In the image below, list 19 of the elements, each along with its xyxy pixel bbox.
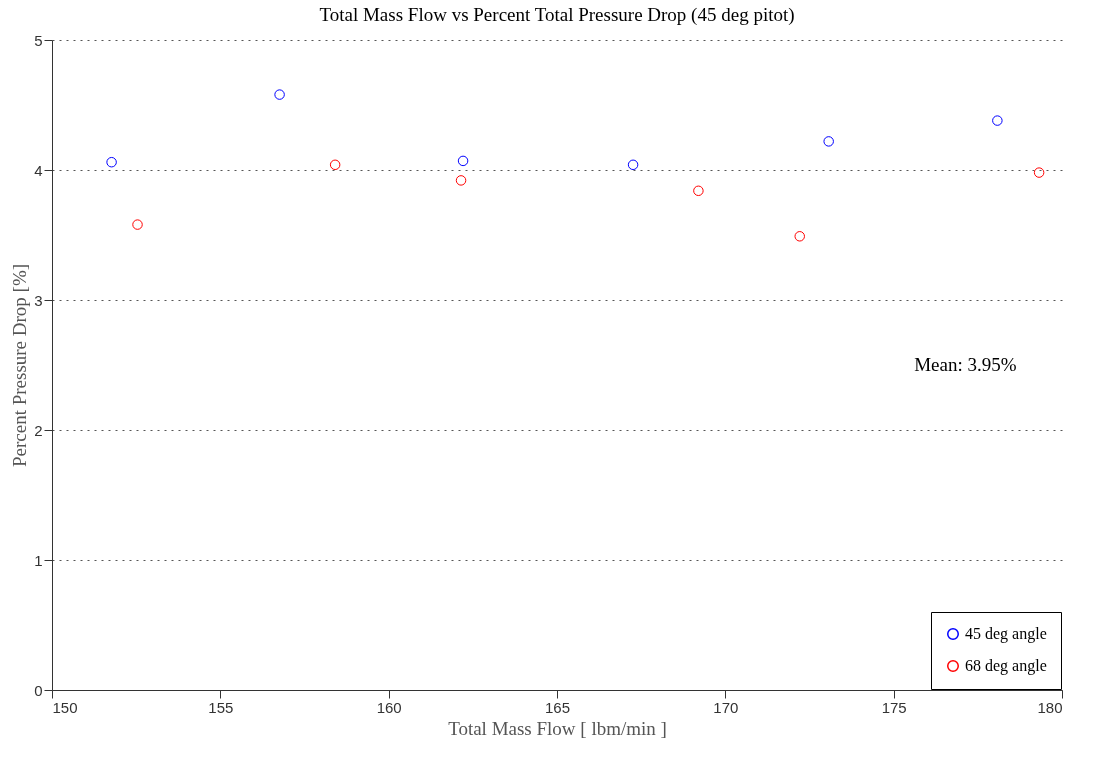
y-tick-label: 3 xyxy=(34,291,43,309)
y-tick-label: 0 xyxy=(34,681,43,699)
y-tick-label: 4 xyxy=(34,161,43,179)
x-tick-label: 180 xyxy=(1037,698,1063,716)
x-tick-label: 160 xyxy=(376,698,402,716)
y-tick-label: 5 xyxy=(34,31,43,49)
annotation: Mean: 3.95% xyxy=(914,354,1017,375)
legend-label: 68 deg angle xyxy=(965,657,1047,675)
y-axis-title: Percent Pressure Drop [%] xyxy=(9,263,31,468)
x-tick-label: 165 xyxy=(544,698,571,716)
y-tick-label: 2 xyxy=(34,421,43,439)
x-tick-label: 155 xyxy=(208,698,234,716)
x-tick-label: 175 xyxy=(881,698,907,716)
x-tick-label: 150 xyxy=(52,698,78,716)
y-tick-label: 1 xyxy=(34,551,43,569)
x-tick-label: 170 xyxy=(713,698,739,716)
legend-label: 45 deg angle xyxy=(965,625,1047,643)
x-axis-title: Total Mass Flow [ lbm/min ] xyxy=(448,717,667,739)
chart-title: Total Mass Flow vs Percent Total Pressure Drop (45 deg pitot) xyxy=(319,4,795,26)
